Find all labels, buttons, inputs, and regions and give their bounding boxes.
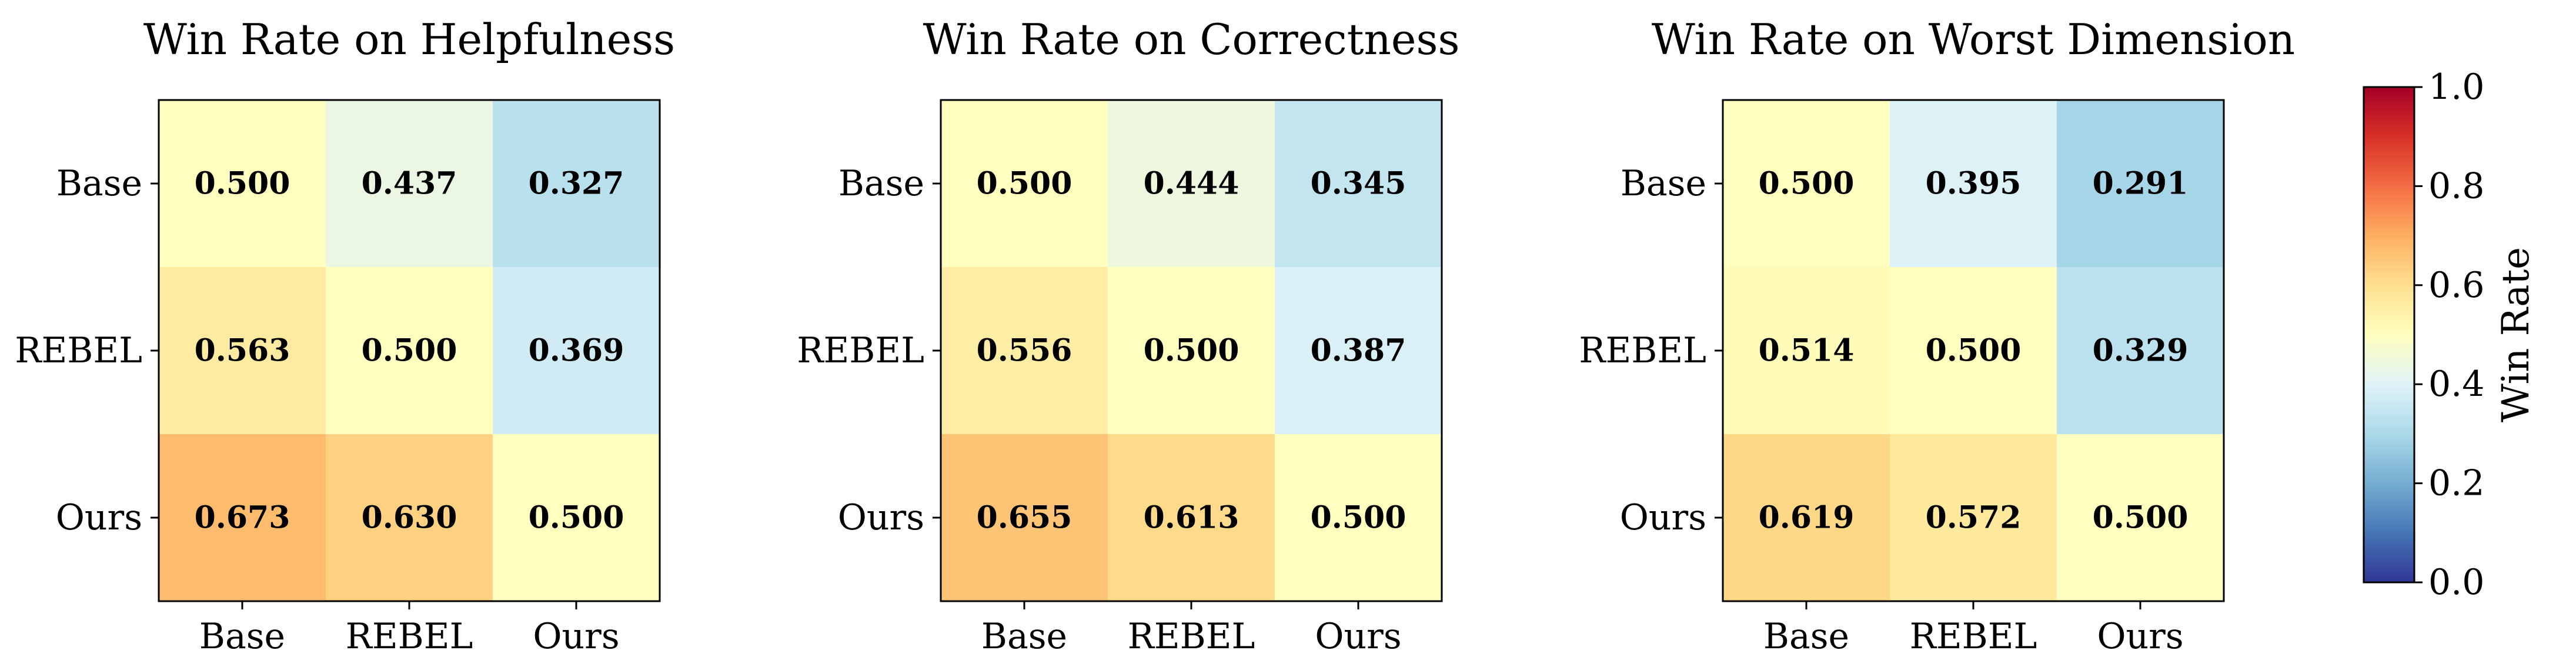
x-tick-label: Ours: [533, 616, 619, 657]
colorbar-gradient: [2363, 86, 2415, 584]
y-tick-label: Base: [56, 163, 142, 204]
cell-value-label: 0.500: [1759, 166, 1855, 202]
heatmap-cell: [941, 434, 1108, 601]
x-tick-label: Base: [1763, 616, 1849, 657]
x-tick-label: REBEL: [346, 616, 473, 657]
cell-value-label: 0.345: [1311, 166, 1406, 202]
colorbar-tick-label: 1.0: [2428, 66, 2484, 108]
x-tick-label: REBEL: [1128, 616, 1255, 657]
heatmap-cell: [1108, 100, 1275, 267]
panel-title: Win Rate on Helpfulness: [143, 15, 675, 64]
panel-title: Win Rate on Worst Dimension: [1652, 15, 2295, 64]
cell-value-label: 0.619: [1759, 500, 1855, 536]
heatmap-panel-2: Win Rate on Correctness 0.500 0.444 0.345 0.…: [797, 15, 1459, 657]
cell-value-label: 0.500: [1926, 333, 2022, 369]
x-tick-label: Base: [981, 616, 1067, 657]
heatmap-cell: [1723, 434, 1890, 601]
y-tick-label: REBEL: [15, 330, 142, 371]
heatmap-cell: [159, 100, 326, 267]
heatmap-cell: [493, 267, 660, 434]
y-tick-label: Ours: [56, 497, 142, 538]
y-tick-label: REBEL: [1579, 330, 1706, 371]
cell-value-label: 0.444: [1144, 166, 1239, 202]
cell-value-label: 0.500: [362, 333, 457, 369]
cell-value-label: 0.514: [1759, 333, 1855, 369]
panel-title: Win Rate on Correctness: [923, 15, 1460, 64]
y-tick-label: Ours: [1620, 497, 1706, 538]
heatmap-panels: Win Rate on Helpfulness 0.500 0.437 0.327 0.…: [15, 15, 2295, 657]
cell-value-label: 0.395: [1926, 166, 2022, 202]
cell-value-label: 0.613: [1144, 500, 1239, 536]
cell-value-label: 0.500: [977, 166, 1073, 202]
colorbar-tick-label: 0.4: [2428, 364, 2484, 405]
cell-value-label: 0.673: [195, 500, 290, 536]
heatmap-panel-3: Win Rate on Worst Dimension 0.500 0.395 0.2…: [1579, 15, 2295, 657]
cell-value-label: 0.500: [195, 166, 290, 202]
heatmap-cell: [326, 267, 493, 434]
cell-value-label: 0.563: [195, 333, 290, 369]
heatmap-cell: [2057, 267, 2224, 434]
cell-value-label: 0.500: [1311, 500, 1406, 536]
cell-value-label: 0.387: [1311, 333, 1406, 369]
cell-value-label: 0.655: [977, 500, 1073, 536]
cell-value-label: 0.556: [977, 333, 1073, 369]
colorbar: 0.0 0.2 0.4 0.6 0.8 1.0 Win Rate: [2363, 66, 2538, 603]
heatmap-cell: [1108, 267, 1275, 434]
x-tick-label: REBEL: [1910, 616, 2037, 657]
heatmap-cell: [326, 434, 493, 601]
heatmap-cell: [1723, 267, 1890, 434]
heatmap-cell: [1275, 434, 1442, 601]
heatmap-cell: [1723, 100, 1890, 267]
cell-value-label: 0.500: [529, 500, 624, 536]
x-tick-label: Base: [199, 616, 285, 657]
cell-value-label: 0.500: [2093, 500, 2189, 536]
heatmap-cell: [1108, 434, 1275, 601]
y-tick-label: REBEL: [797, 330, 924, 371]
heatmap-cell: [1890, 100, 2057, 267]
y-tick-label: Ours: [838, 497, 924, 538]
heatmap-cell: [2057, 100, 2224, 267]
colorbar-tick-label: 0.8: [2428, 165, 2484, 206]
cell-value-label: 0.291: [2093, 166, 2189, 202]
heatmap-cell: [1890, 267, 2057, 434]
cell-value-label: 0.437: [362, 166, 457, 202]
x-tick-label: Ours: [2097, 616, 2183, 657]
cell-value-label: 0.500: [1144, 333, 1239, 369]
cell-value-label: 0.369: [529, 333, 624, 369]
heatmap-cell: [1890, 434, 2057, 601]
cell-value-label: 0.329: [2093, 333, 2189, 369]
colorbar-tick-label: 0.0: [2428, 562, 2484, 603]
heatmap-cell: [2057, 434, 2224, 601]
heatmap-cell: [493, 100, 660, 267]
heatmap-panel-1: Win Rate on Helpfulness 0.500 0.437 0.327 0.…: [15, 15, 675, 657]
heatmap-cell: [493, 434, 660, 601]
colorbar-tick-label: 0.6: [2428, 265, 2484, 306]
y-tick-label: Base: [838, 163, 924, 204]
heatmap-cell: [1275, 267, 1442, 434]
x-tick-label: Ours: [1315, 616, 1401, 657]
heatmap-cell: [159, 267, 326, 434]
heatmap-cell: [1275, 100, 1442, 267]
heatmap-cell: [941, 267, 1108, 434]
colorbar-tick-label: 0.2: [2428, 463, 2484, 504]
cell-value-label: 0.572: [1926, 500, 2022, 536]
heatmap-cell: [159, 434, 326, 601]
cell-value-label: 0.630: [362, 500, 457, 536]
heatmap-cell: [326, 100, 493, 267]
heatmap-cell: [941, 100, 1108, 267]
cell-value-label: 0.327: [529, 166, 624, 202]
y-tick-label: Base: [1621, 163, 1706, 204]
colorbar-label: Win Rate: [2494, 247, 2538, 422]
